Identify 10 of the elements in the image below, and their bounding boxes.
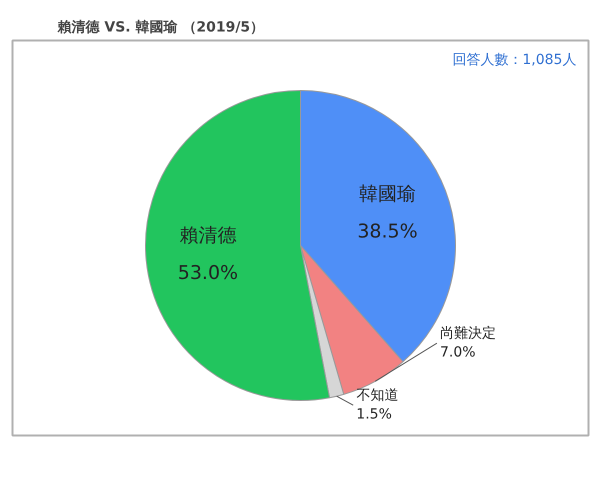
data-label: 53.0%	[178, 262, 238, 284]
data-label: 7.0%	[440, 344, 476, 361]
slice-label: 賴清德	[179, 224, 236, 247]
slice-label: 尚難決定	[440, 326, 496, 342]
data-label: 38.5%	[357, 220, 418, 242]
data-label: 1.5%	[356, 406, 392, 423]
chart-title: 賴清德 VS. 韓國瑜 （2019/5）	[56, 20, 264, 36]
slice-label: 韓國瑜	[359, 182, 416, 205]
slice-label: 不知道	[356, 388, 398, 404]
text: 回答人數：1,085人	[452, 52, 576, 68]
